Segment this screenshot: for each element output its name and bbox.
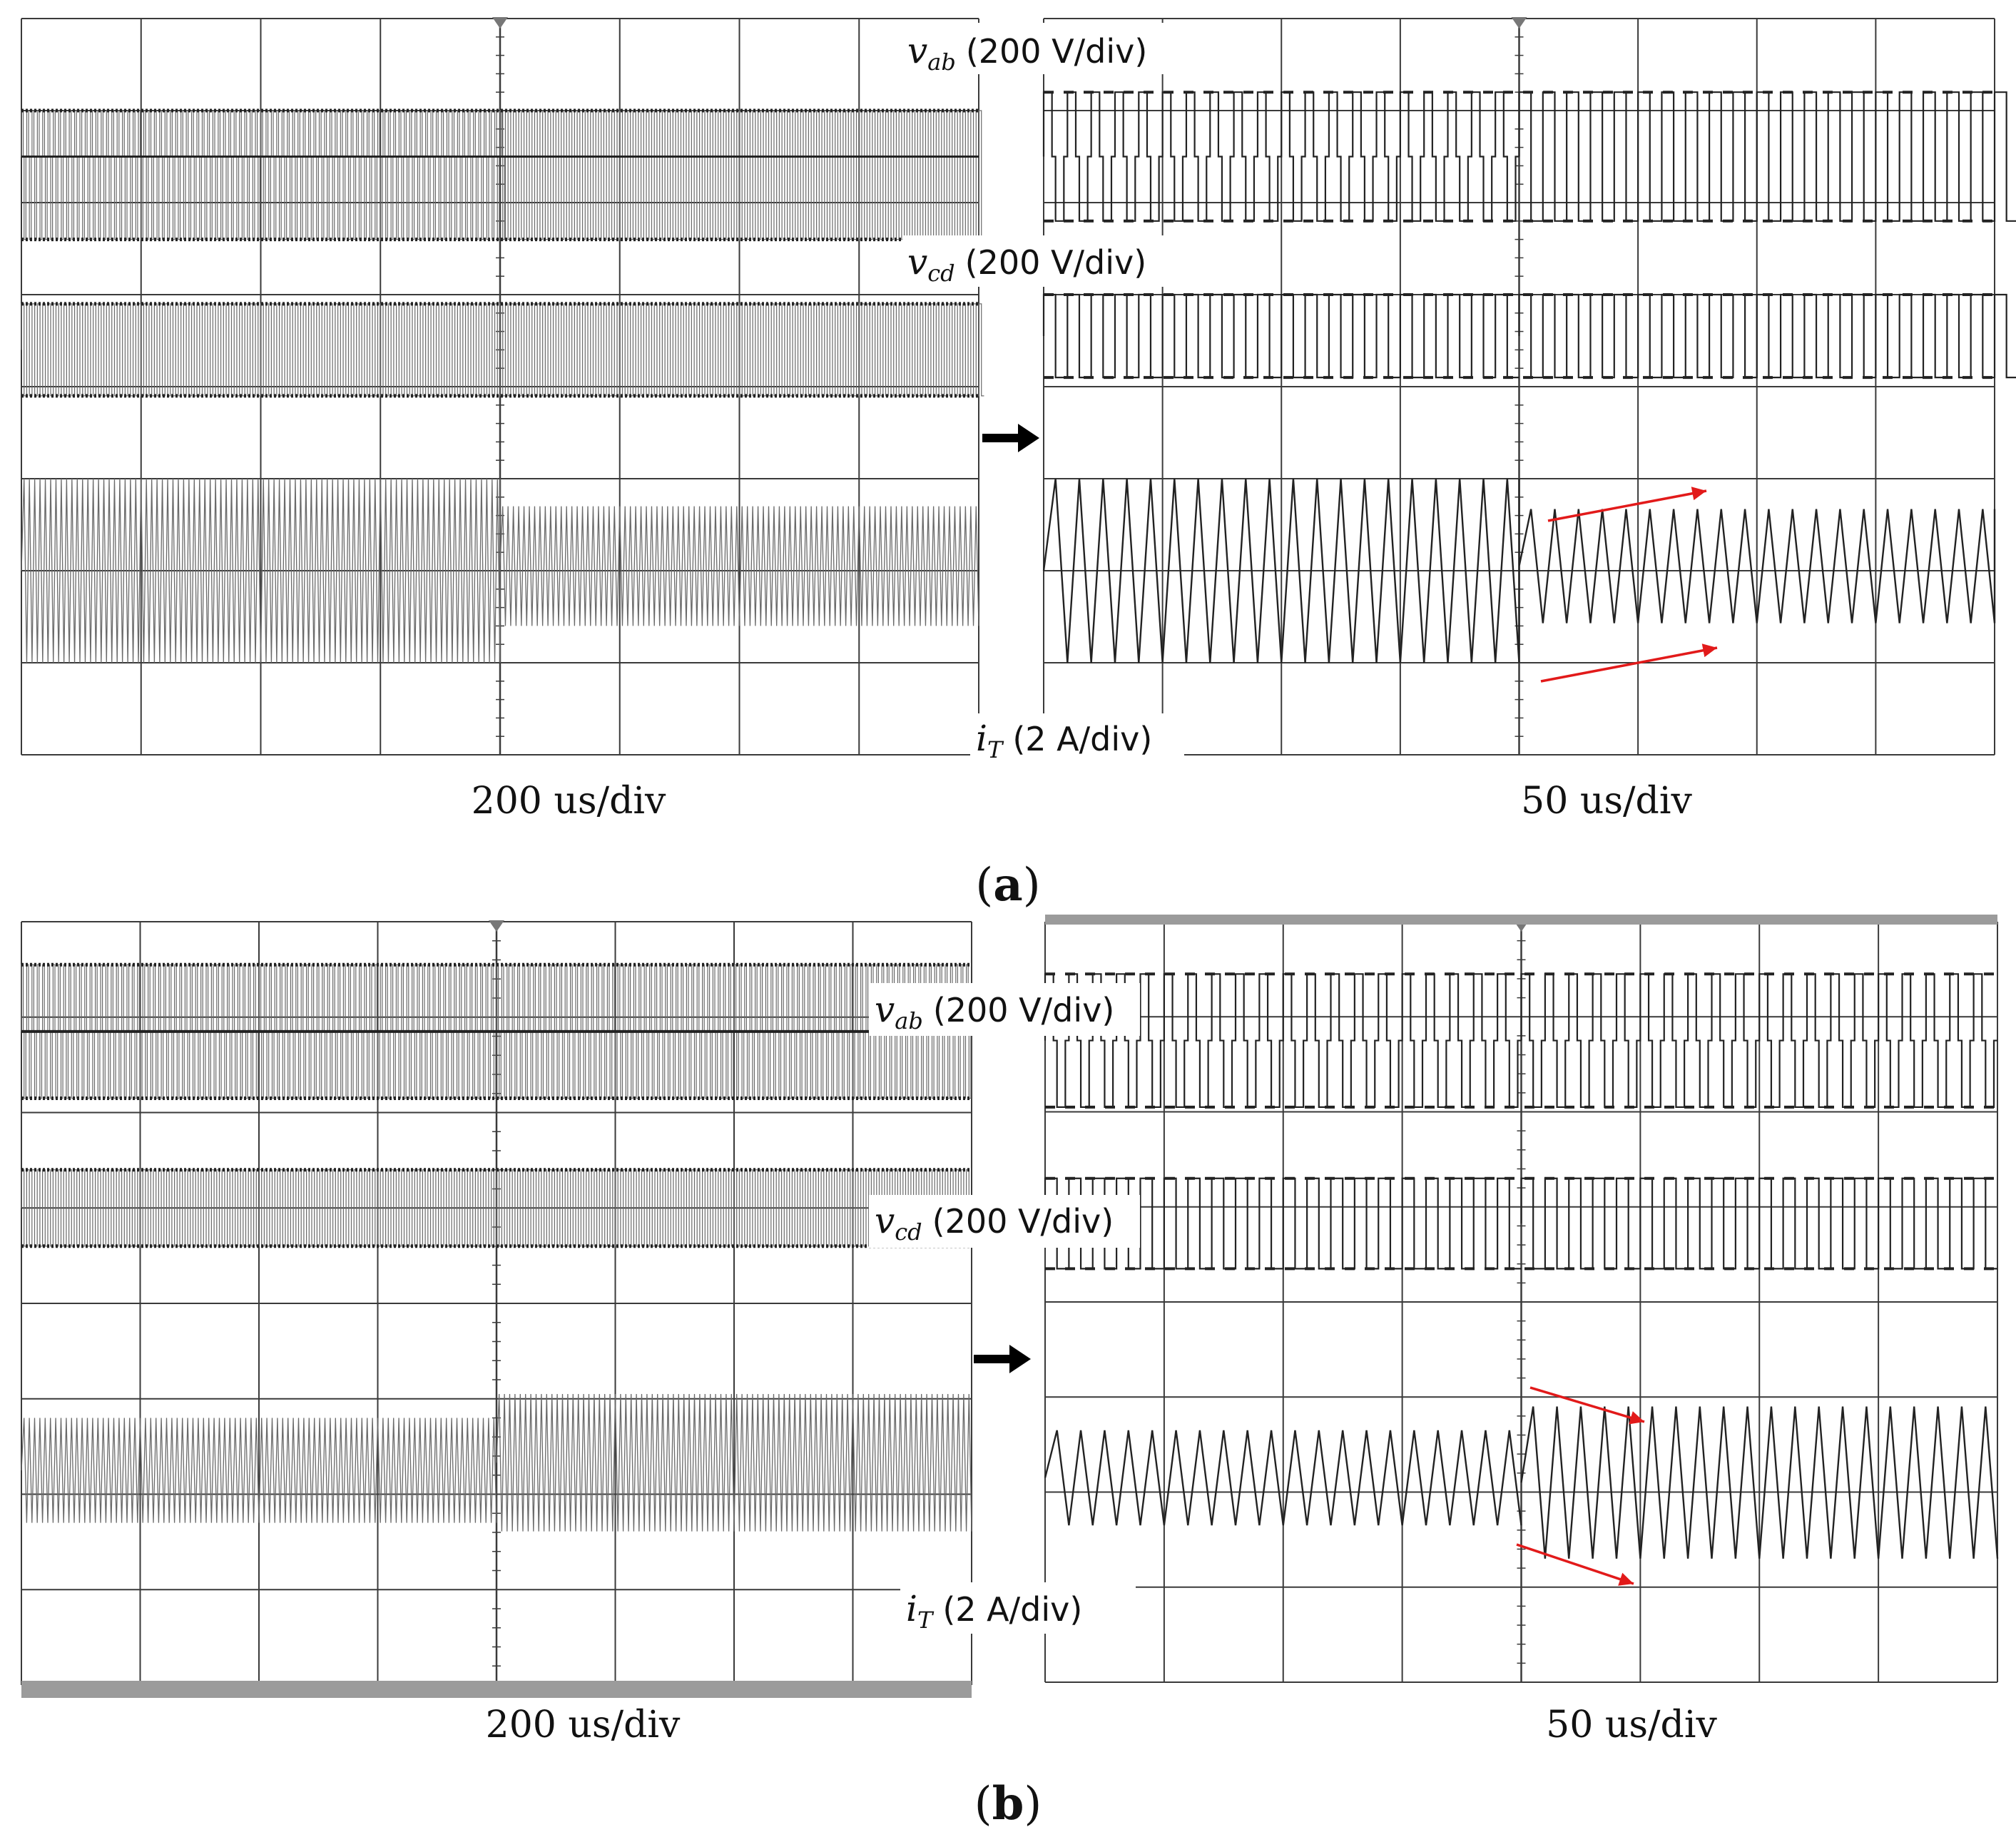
label-a-it: iT (2 A/div) [970,713,1184,765]
label-b-vab: vab (200 V/div) [869,983,1140,1036]
current-trace [1044,1406,1999,1559]
scope-frame-band [1045,915,1997,925]
panel-b-left-oscilloscope [21,920,972,1698]
panel-transition-arrow [974,1345,1031,1373]
caption-b: (b) [974,1777,1042,1831]
timebase-a-left: 200 us/div [472,780,666,823]
voltage-trace [21,110,984,240]
red-arrow-shaft [1547,489,1707,522]
panel-transition-arrow [982,424,1039,452]
voltage-trace [1042,293,2016,379]
current-trace [21,1394,972,1532]
voltage-trace [1042,91,2016,222]
svg-text:vcd(200 V/div): vcd (200 V/div) [875,1200,1114,1246]
svg-text:iT(2 A/div): iT (2 A/div) [976,718,1152,763]
timebase-b-right: 50 us/div [1546,1704,1717,1746]
panel-a-left-oscilloscope [21,17,984,755]
current-trace [21,478,979,663]
voltage-trace [21,303,984,397]
caption-a: (a) [975,858,1040,912]
timebase-b-left: 200 us/div [486,1704,681,1746]
red-arrow-head [1691,487,1706,501]
trigger-marker [489,920,504,932]
svg-text:vcd(200 V/div): vcd (200 V/div) [907,241,1146,287]
label-b-it: iT (2 A/div) [900,1582,1136,1634]
panel-b-right-oscilloscope [1044,915,1999,1683]
svg-text:vab(200 V/div): vab (200 V/div) [875,989,1114,1034]
voltage-trace [21,1169,972,1247]
red-arrow-shaft [1529,1386,1645,1423]
label-a-vab: vab (200 V/div) [902,23,1216,76]
transition-arrows [974,424,1718,1586]
timebase-a-right: 50 us/div [1521,780,1692,823]
red-arrow-head [1701,643,1717,658]
red-arrow-head [1629,1411,1644,1425]
trigger-marker [1511,17,1527,29]
red-arrow-head [1618,1572,1634,1586]
current-trace [1042,478,1996,663]
svg-text:vab(200 V/div): vab (200 V/div) [907,30,1147,76]
voltage-trace [1044,1177,1997,1270]
scope-frame-band [21,1681,972,1698]
red-arrow-shaft [1540,646,1718,683]
label-a-vcd: vcd (200 V/div) [902,235,1216,287]
trigger-marker [492,17,508,29]
panel-a-right-oscilloscope [1042,17,2016,755]
red-arrow-shaft [1516,1543,1634,1585]
label-b-vcd: vcd (200 V/div) [869,1195,1140,1248]
svg-text:iT(2 A/div): iT (2 A/div) [906,1588,1082,1634]
